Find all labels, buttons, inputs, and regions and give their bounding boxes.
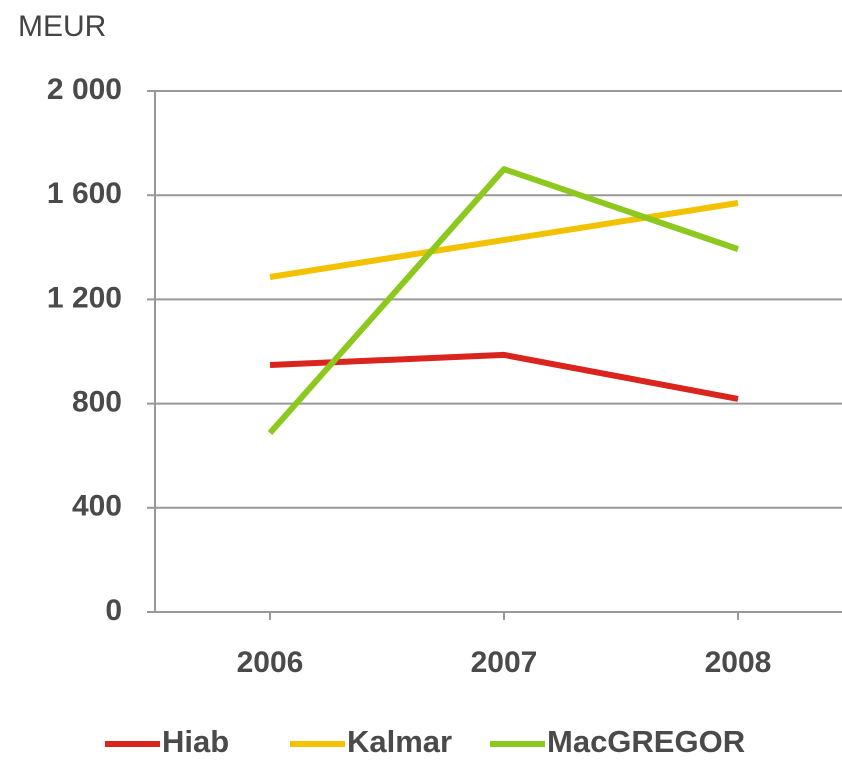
line-series — [269, 200, 739, 280]
y-tick-label: 0 — [105, 594, 122, 627]
legend-label: MacGREGOR — [547, 724, 745, 759]
x-tick-label: 2007 — [471, 646, 538, 679]
y-tick-label: 1 200 — [47, 281, 122, 314]
line-series — [269, 351, 739, 402]
line-series — [267, 166, 739, 436]
legend-label: Hiab — [162, 724, 229, 759]
y-tick-label: 800 — [72, 386, 122, 419]
y-tick-label: 1 600 — [47, 177, 122, 210]
legend-label: Kalmar — [347, 724, 452, 759]
y-tick-label: 400 — [72, 490, 122, 523]
y-axis-label: MEUR — [18, 10, 106, 43]
y-tick-label: 2 000 — [47, 73, 122, 106]
x-tick-label: 2008 — [705, 646, 772, 679]
x-tick-label: 2006 — [237, 646, 304, 679]
